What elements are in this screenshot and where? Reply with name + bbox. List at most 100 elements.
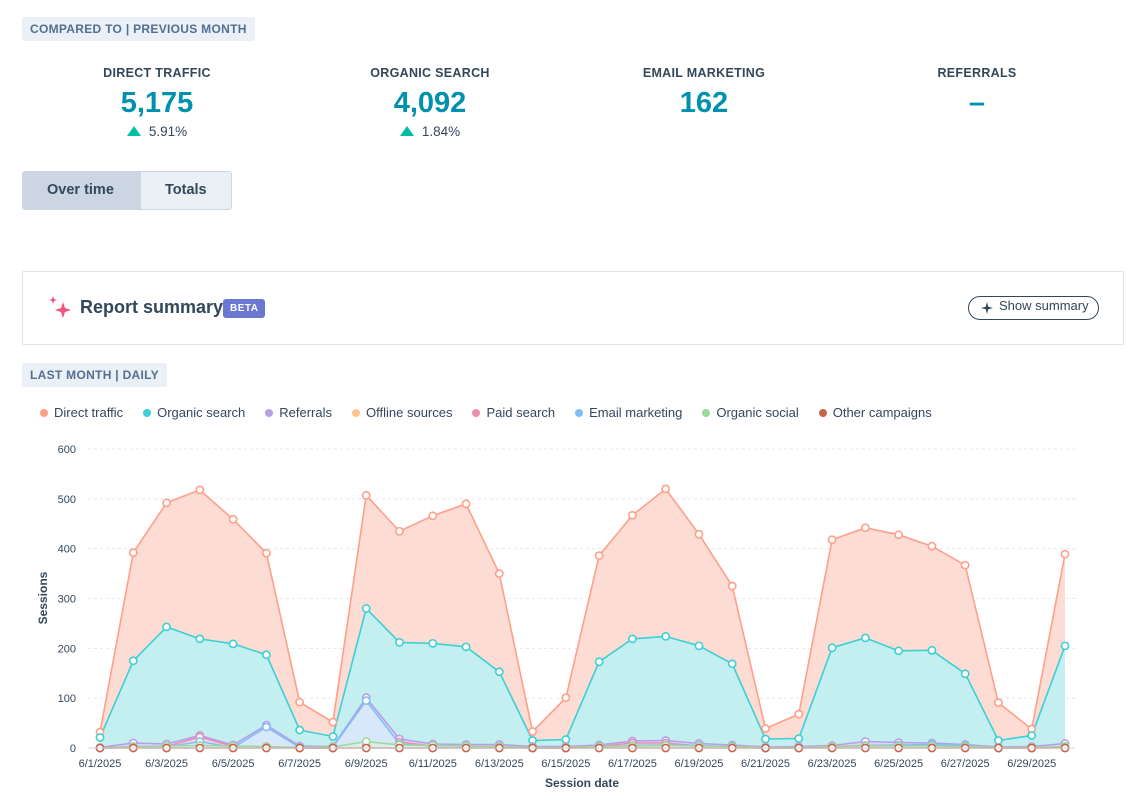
point-organic-social[interactable] bbox=[628, 741, 637, 751]
point-organic-search[interactable] bbox=[195, 634, 205, 644]
point-other-campaigns[interactable] bbox=[162, 743, 171, 753]
point-paid-search[interactable] bbox=[727, 742, 737, 751]
totals-tab[interactable]: Totals bbox=[141, 172, 231, 209]
point-organic-social[interactable] bbox=[361, 737, 371, 746]
point-offline-sources[interactable] bbox=[395, 743, 404, 752]
point-paid-search[interactable] bbox=[128, 742, 138, 751]
point-direct-traffic[interactable] bbox=[594, 551, 604, 561]
point-offline-sources[interactable] bbox=[328, 743, 338, 753]
point-organic-search[interactable] bbox=[661, 631, 671, 641]
legend-item-referrals[interactable]: Referrals bbox=[265, 405, 332, 420]
point-email-marketing[interactable] bbox=[228, 743, 238, 752]
point-other-campaigns[interactable] bbox=[95, 743, 105, 753]
point-organic-social[interactable] bbox=[894, 741, 904, 751]
point-organic-search[interactable] bbox=[1060, 641, 1070, 651]
point-organic-search[interactable] bbox=[395, 637, 404, 647]
point-other-campaigns[interactable] bbox=[694, 743, 704, 753]
point-email-marketing[interactable] bbox=[1027, 743, 1037, 753]
point-organic-social[interactable] bbox=[395, 740, 404, 750]
point-referrals[interactable] bbox=[827, 741, 837, 750]
point-email-marketing[interactable] bbox=[628, 741, 637, 750]
point-direct-traffic[interactable] bbox=[128, 548, 138, 558]
point-direct-traffic[interactable] bbox=[927, 541, 937, 551]
point-referrals[interactable] bbox=[528, 742, 537, 751]
point-offline-sources[interactable] bbox=[461, 743, 471, 752]
point-direct-traffic[interactable] bbox=[261, 548, 271, 558]
point-offline-sources[interactable] bbox=[894, 743, 904, 752]
point-paid-search[interactable] bbox=[594, 742, 604, 751]
point-offline-sources[interactable] bbox=[827, 743, 837, 752]
point-paid-search[interactable] bbox=[1060, 742, 1070, 751]
point-organic-search[interactable] bbox=[794, 734, 804, 743]
point-paid-search[interactable] bbox=[195, 732, 205, 742]
point-organic-social[interactable] bbox=[528, 743, 537, 752]
legend-item-direct-traffic[interactable]: Direct traffic bbox=[40, 405, 123, 420]
point-offline-sources[interactable] bbox=[561, 743, 571, 753]
point-organic-search[interactable] bbox=[95, 733, 105, 742]
point-direct-traffic[interactable] bbox=[727, 581, 737, 591]
point-offline-sources[interactable] bbox=[661, 743, 671, 752]
point-other-campaigns[interactable] bbox=[395, 743, 404, 753]
point-offline-sources[interactable] bbox=[95, 743, 105, 753]
point-organic-search[interactable] bbox=[128, 656, 138, 666]
point-referrals[interactable] bbox=[894, 738, 904, 747]
point-direct-traffic[interactable] bbox=[694, 529, 704, 539]
point-email-marketing[interactable] bbox=[594, 742, 604, 752]
point-organic-search[interactable] bbox=[761, 734, 770, 744]
point-referrals[interactable] bbox=[761, 742, 770, 752]
point-direct-traffic[interactable] bbox=[827, 535, 837, 545]
point-paid-search[interactable] bbox=[661, 738, 671, 748]
point-email-marketing[interactable] bbox=[727, 742, 737, 751]
point-paid-search[interactable] bbox=[1027, 743, 1037, 753]
point-email-marketing[interactable] bbox=[195, 737, 205, 746]
point-email-marketing[interactable] bbox=[860, 741, 870, 750]
point-referrals[interactable] bbox=[261, 720, 271, 730]
point-organic-social[interactable] bbox=[228, 741, 238, 751]
point-referrals[interactable] bbox=[860, 737, 870, 746]
point-other-campaigns[interactable] bbox=[960, 743, 970, 753]
point-offline-sources[interactable] bbox=[1027, 743, 1037, 753]
point-referrals[interactable] bbox=[195, 731, 205, 740]
point-direct-traffic[interactable] bbox=[361, 490, 371, 500]
point-paid-search[interactable] bbox=[894, 741, 904, 751]
point-direct-traffic[interactable] bbox=[228, 514, 238, 524]
point-offline-sources[interactable] bbox=[628, 743, 637, 752]
point-other-campaigns[interactable] bbox=[195, 743, 205, 753]
point-paid-search[interactable] bbox=[761, 743, 770, 753]
point-other-campaigns[interactable] bbox=[494, 743, 504, 753]
point-organic-search[interactable] bbox=[261, 650, 271, 660]
point-email-marketing[interactable] bbox=[95, 743, 105, 753]
point-email-marketing[interactable] bbox=[494, 742, 504, 752]
point-referrals[interactable] bbox=[994, 742, 1003, 752]
point-paid-search[interactable] bbox=[794, 743, 804, 753]
point-organic-social[interactable] bbox=[594, 742, 604, 751]
point-organic-social[interactable] bbox=[195, 741, 205, 750]
point-direct-traffic[interactable] bbox=[894, 530, 904, 540]
point-organic-search[interactable] bbox=[594, 657, 604, 667]
point-email-marketing[interactable] bbox=[661, 740, 671, 750]
point-other-campaigns[interactable] bbox=[261, 743, 271, 753]
point-organic-social[interactable] bbox=[727, 742, 737, 751]
point-email-marketing[interactable] bbox=[361, 696, 371, 706]
point-direct-traffic[interactable] bbox=[461, 499, 471, 509]
point-email-marketing[interactable] bbox=[794, 743, 804, 753]
point-other-campaigns[interactable] bbox=[827, 743, 837, 753]
point-referrals[interactable] bbox=[228, 740, 238, 750]
point-referrals[interactable] bbox=[561, 742, 571, 751]
point-offline-sources[interactable] bbox=[860, 743, 870, 752]
point-other-campaigns[interactable] bbox=[1060, 743, 1070, 753]
point-offline-sources[interactable] bbox=[1060, 743, 1070, 752]
point-organic-search[interactable] bbox=[727, 659, 737, 669]
point-referrals[interactable] bbox=[694, 739, 704, 748]
point-referrals[interactable] bbox=[727, 740, 737, 750]
point-offline-sources[interactable] bbox=[727, 743, 737, 752]
point-paid-search[interactable] bbox=[694, 741, 704, 751]
point-direct-traffic[interactable] bbox=[960, 560, 970, 570]
point-offline-sources[interactable] bbox=[361, 742, 371, 752]
point-organic-social[interactable] bbox=[1027, 743, 1037, 752]
point-email-marketing[interactable] bbox=[461, 742, 471, 751]
point-offline-sources[interactable] bbox=[528, 743, 537, 753]
point-email-marketing[interactable] bbox=[894, 740, 904, 750]
point-paid-search[interactable] bbox=[261, 742, 271, 751]
point-referrals[interactable] bbox=[295, 741, 305, 751]
